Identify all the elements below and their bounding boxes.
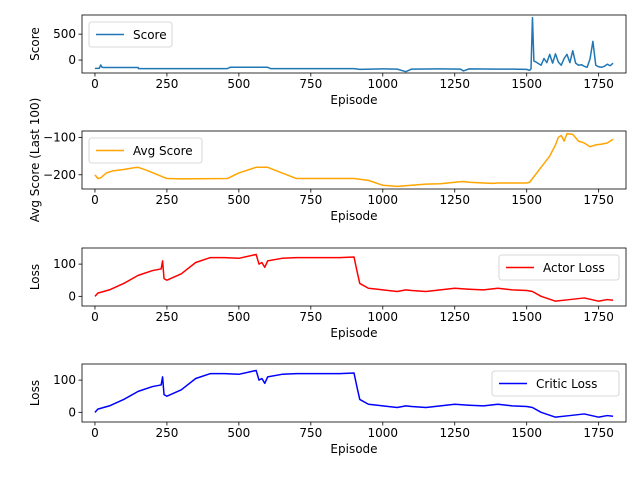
x-tick-label: 1500 [511, 310, 542, 324]
x-tick-label: 500 [227, 310, 250, 324]
y-axis-label: Avg Score (Last 100) [28, 98, 42, 223]
y-tick-label: 0 [68, 53, 76, 67]
x-tick-label: 1500 [511, 77, 542, 91]
legend-label: Actor Loss [543, 261, 605, 275]
x-tick-label: 1750 [583, 426, 614, 440]
axes-frame [81, 363, 627, 423]
x-tick-label: 500 [227, 77, 250, 91]
legend-label: Score [133, 28, 167, 42]
legend-label: Avg Score [133, 144, 193, 158]
series-line-1 [94, 132, 614, 188]
x-tick-label: 250 [155, 77, 178, 91]
x-tick-label: 750 [299, 193, 322, 207]
x-tick-label: 1250 [439, 77, 470, 91]
legend-box [498, 254, 620, 281]
subplot-grid: 0 250 500 750 1000 1250 1500 17500500EpisodeSco… [28, 14, 627, 456]
series-line-1 [94, 369, 614, 418]
x-tick-label: 1250 [439, 426, 470, 440]
x-tick-label: 1000 [368, 310, 399, 324]
x-tick-label: 1000 [368, 426, 399, 440]
subplot-1: 0 250 500 750 1000 1250 1500 1750 0 500 Episode Sco… [28, 14, 627, 107]
y-axis-label: Loss [28, 380, 42, 406]
y-tick-label: 0 [68, 289, 76, 303]
x-tick-label: 500 [227, 426, 250, 440]
subplot-4: 0 250 500 750 1000 1250 1500 1750 0 100 Episode Los… [28, 363, 627, 456]
y-tick-label: 500 [53, 27, 76, 41]
subplot-3: 0 250 500 750 1000 1250 1500 1750 0 100 Episode Los… [28, 247, 627, 340]
subplot-2: 0 250 500 750 1000 1250 1500 1750 −200 −100 Episod… [28, 98, 627, 223]
legend: Avg Score [88, 137, 203, 164]
y-tick-label: −200 [43, 168, 76, 182]
x-tick-label: 1750 [583, 193, 614, 207]
x-tick-label: 750 [299, 310, 322, 324]
x-tick-label: 1250 [439, 193, 470, 207]
y-tick-label: 0 [68, 405, 76, 419]
x-tick-label: 0 [91, 310, 99, 324]
x-tick-label: 0 [91, 426, 99, 440]
x-tick-label: 500 [227, 193, 250, 207]
x-tick-label: 1250 [439, 310, 470, 324]
x-tick-label: 0 [91, 77, 99, 91]
x-tick-label: 250 [155, 193, 178, 207]
x-axis-label: Episode [330, 93, 377, 107]
x-tick-label: 1000 [368, 193, 399, 207]
legend: Critic Loss [491, 370, 620, 397]
x-tick-label: 1000 [368, 77, 399, 91]
legend-box [491, 370, 620, 397]
x-tick-label: 1500 [511, 193, 542, 207]
x-axis-label: Episode [330, 209, 377, 223]
y-axis-label: Score [28, 27, 42, 61]
legend-box [88, 137, 203, 164]
x-axis-label: Episode [330, 326, 377, 340]
x-tick-label: 750 [299, 426, 322, 440]
x-tick-label: 1750 [583, 77, 614, 91]
x-tick-label: 250 [155, 310, 178, 324]
legend-label: Critic Loss [536, 377, 597, 391]
x-tick-label: 250 [155, 426, 178, 440]
y-axis-label: Loss [28, 264, 42, 290]
axes-frame [81, 130, 627, 190]
legend: Actor Loss [498, 254, 620, 281]
x-tick-label: 1750 [583, 310, 614, 324]
y-tick-label: −100 [43, 130, 76, 144]
x-tick-label: 1500 [511, 426, 542, 440]
legend: Score [88, 21, 173, 48]
x-axis-label: Episode [330, 442, 377, 456]
x-tick-label: 750 [299, 77, 322, 91]
y-tick-label: 100 [53, 257, 76, 271]
axes-frame [81, 14, 627, 74]
x-tick-label: 0 [91, 193, 99, 207]
series-line-1 [94, 253, 614, 302]
legend-box [88, 21, 173, 48]
series-line-1 [94, 16, 614, 73]
axes-frame [81, 247, 627, 307]
y-tick-label: 100 [53, 373, 76, 387]
